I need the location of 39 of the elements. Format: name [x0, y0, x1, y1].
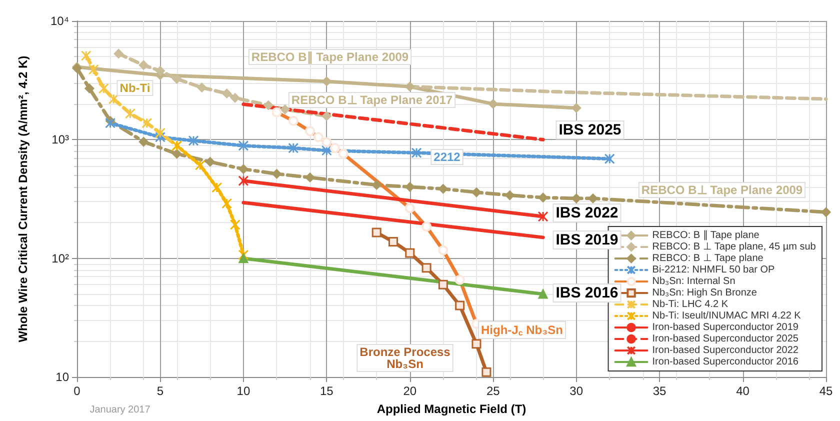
legend-label: Nb-Ti: LHC 4.2 K	[652, 299, 728, 310]
y-tick-label: 10⁴	[50, 14, 69, 28]
legend-label: Iron-based Superconductor 2022	[652, 345, 799, 356]
legend-label: Nb₃Sn: High Sn Bronze	[652, 288, 758, 298]
legend-label: Iron-based Superconductor 2016	[652, 356, 799, 368]
y-tick-label: 10²	[52, 251, 70, 266]
x-tick-label: 35	[652, 384, 667, 398]
legend-label: REBCO: B ∥ Tape plane	[652, 230, 760, 241]
legend-label: REBCO: B ⊥ Tape plane, 45 µm sub	[652, 242, 816, 252]
x-tick-label: 0	[74, 384, 81, 398]
legend-label: REBCO: B ⊥ Tape plane	[652, 253, 764, 264]
x-tick-label: 20	[403, 384, 417, 398]
legend-label: Iron-based Superconductor 2019	[652, 322, 799, 333]
legend-label: Bi-2212: NHMFL 50 bar OP	[652, 264, 776, 276]
annotation: REBCO B∥ Tape Plane 2009	[251, 50, 409, 64]
x-tick-label: 5	[156, 384, 164, 398]
annotation: Nb-Ti	[120, 81, 150, 95]
x-tick-label: 45	[819, 384, 833, 398]
y-tick-label: 10	[56, 370, 70, 384]
legend-label: Iron-based Superconductor 2025	[652, 334, 799, 344]
annotation: IBS 2022	[556, 204, 618, 222]
annotation: IBS 2016	[556, 284, 618, 302]
x-tick-label: 15	[320, 384, 334, 398]
annotation: 2212	[434, 150, 461, 164]
annotation: IBS 2019	[556, 232, 618, 248]
x-tick-label: 10	[236, 384, 250, 398]
x-axis-title: Applied Magnetic Field (T)	[376, 402, 526, 416]
annotation: REBCO B⊥ Tape Plane 2017	[291, 93, 453, 107]
x-tick-label: 25	[486, 384, 500, 398]
x-tick-label: 40	[736, 384, 750, 398]
annotation: REBCO B⊥ Tape Plane 2009	[641, 183, 803, 197]
legend-label: Nb₃Sn: Internal Sn	[652, 276, 736, 287]
legend-label: Nb-Ti: Iseult/INUMAC MRI 4.22 K	[652, 310, 802, 322]
annotation: IBS 2025	[558, 122, 622, 138]
y-axis-title: Whole Wire Critical Current Density (A/mm², 4.2 K)	[16, 56, 30, 342]
text: January 2017	[90, 404, 151, 416]
y-tick-label: 10³	[52, 132, 70, 147]
x-tick-label: 30	[570, 384, 584, 398]
annotation: Bronze Process Nb₃Sn	[360, 345, 451, 371]
